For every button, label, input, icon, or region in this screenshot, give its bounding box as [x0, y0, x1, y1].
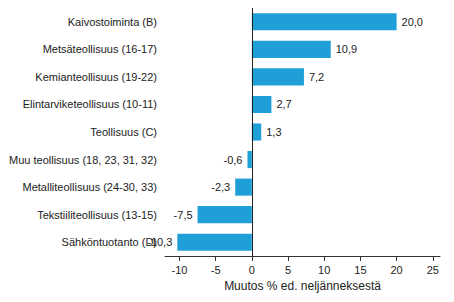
svg-text:Kaivostoiminta (B): Kaivostoiminta (B) — [68, 16, 157, 28]
svg-text:-0,6: -0,6 — [224, 154, 243, 166]
svg-text:Muutos % ed. neljänneksestä: Muutos % ed. neljänneksestä — [224, 279, 381, 293]
svg-text:-5: -5 — [211, 264, 221, 276]
svg-text:7,2: 7,2 — [309, 71, 324, 83]
svg-text:2,7: 2,7 — [276, 98, 291, 110]
svg-text:10: 10 — [318, 264, 330, 276]
svg-text:20: 20 — [390, 264, 402, 276]
svg-text:Tekstiiliteollisuus (13-15): Tekstiiliteollisuus (13-15) — [37, 209, 157, 221]
svg-text:0: 0 — [249, 264, 255, 276]
svg-text:20,0: 20,0 — [402, 16, 423, 28]
svg-text:1,3: 1,3 — [266, 126, 281, 138]
svg-text:Elintarviketeollisuus (10-11): Elintarviketeollisuus (10-11) — [23, 98, 157, 110]
svg-text:Kemianteollisuus (19-22): Kemianteollisuus (19-22) — [35, 71, 157, 83]
svg-text:Teollisuus (C): Teollisuus (C) — [90, 126, 157, 138]
svg-text:-7,5: -7,5 — [174, 209, 193, 221]
svg-text:Muu teollisuus (18, 23, 31, 32: Muu teollisuus (18, 23, 31, 32) — [9, 154, 157, 166]
svg-text:15: 15 — [354, 264, 366, 276]
svg-text:5: 5 — [285, 264, 291, 276]
svg-text:Sähköntuotanto (D): Sähköntuotanto (D) — [62, 236, 157, 248]
svg-text:-2,3: -2,3 — [211, 181, 230, 193]
svg-text:Metalliteollisuus (24-30, 33): Metalliteollisuus (24-30, 33) — [22, 181, 157, 193]
svg-text:-10: -10 — [172, 264, 188, 276]
svg-text:10,9: 10,9 — [336, 43, 357, 55]
svg-text:25: 25 — [427, 264, 439, 276]
svg-text:Metsäteollisuus (16-17): Metsäteollisuus (16-17) — [43, 43, 157, 55]
svg-text:-10,3: -10,3 — [147, 236, 172, 248]
